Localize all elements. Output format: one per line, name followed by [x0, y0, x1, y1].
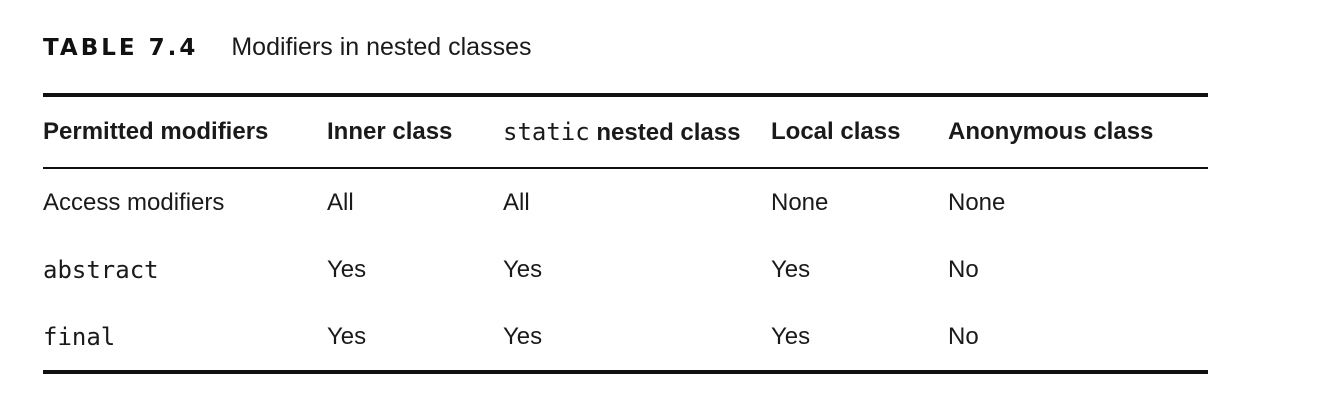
- row-static-nested-value: Yes: [503, 255, 543, 283]
- header-local-class: Local class: [771, 118, 901, 145]
- table-row: final Yes Yes Yes No: [43, 303, 1208, 370]
- header-static-nested-class: static nested class: [503, 118, 771, 147]
- row-static-nested-value: All: [503, 188, 530, 216]
- row-local-value: None: [771, 188, 829, 216]
- table-body: Access modifiers All All None None abstr…: [43, 169, 1208, 370]
- row-local-value: Yes: [771, 255, 811, 283]
- header-anonymous-class: Anonymous class: [948, 118, 1154, 145]
- row-inner-value: All: [327, 188, 354, 216]
- static-nested-suffix: nested class: [589, 118, 741, 146]
- table-header-row: Permitted modifiers Inner class static n…: [43, 97, 1208, 167]
- table-top-rule: [43, 93, 1208, 97]
- row-modifier: abstract: [43, 255, 159, 284]
- row-modifier: Access modifiers: [43, 188, 225, 216]
- row-modifier: final: [43, 322, 116, 351]
- table-row: abstract Yes Yes Yes No: [43, 236, 1208, 303]
- row-anonymous-value: No: [948, 322, 979, 350]
- header-permitted-modifiers: Permitted modifiers: [43, 118, 269, 145]
- row-inner-value: Yes: [327, 322, 367, 350]
- row-anonymous-value: No: [948, 255, 979, 283]
- table-row: Access modifiers All All None None: [43, 169, 1208, 236]
- static-keyword: static: [503, 117, 590, 146]
- row-static-nested-value: Yes: [503, 322, 543, 350]
- header-inner-class: Inner class: [327, 118, 453, 145]
- modifiers-table: Permitted modifiers Inner class static n…: [43, 93, 1208, 374]
- table-number-label: TABLE 7.4: [43, 35, 199, 61]
- row-inner-value: Yes: [327, 255, 367, 283]
- table-title: Modifiers in nested classes: [231, 33, 532, 61]
- table-caption: TABLE 7.4 Modifiers in nested classes: [43, 33, 532, 62]
- row-local-value: Yes: [771, 322, 811, 350]
- table-header-rule: [43, 167, 1208, 169]
- table-bottom-rule: [43, 370, 1208, 374]
- row-anonymous-value: None: [948, 188, 1006, 216]
